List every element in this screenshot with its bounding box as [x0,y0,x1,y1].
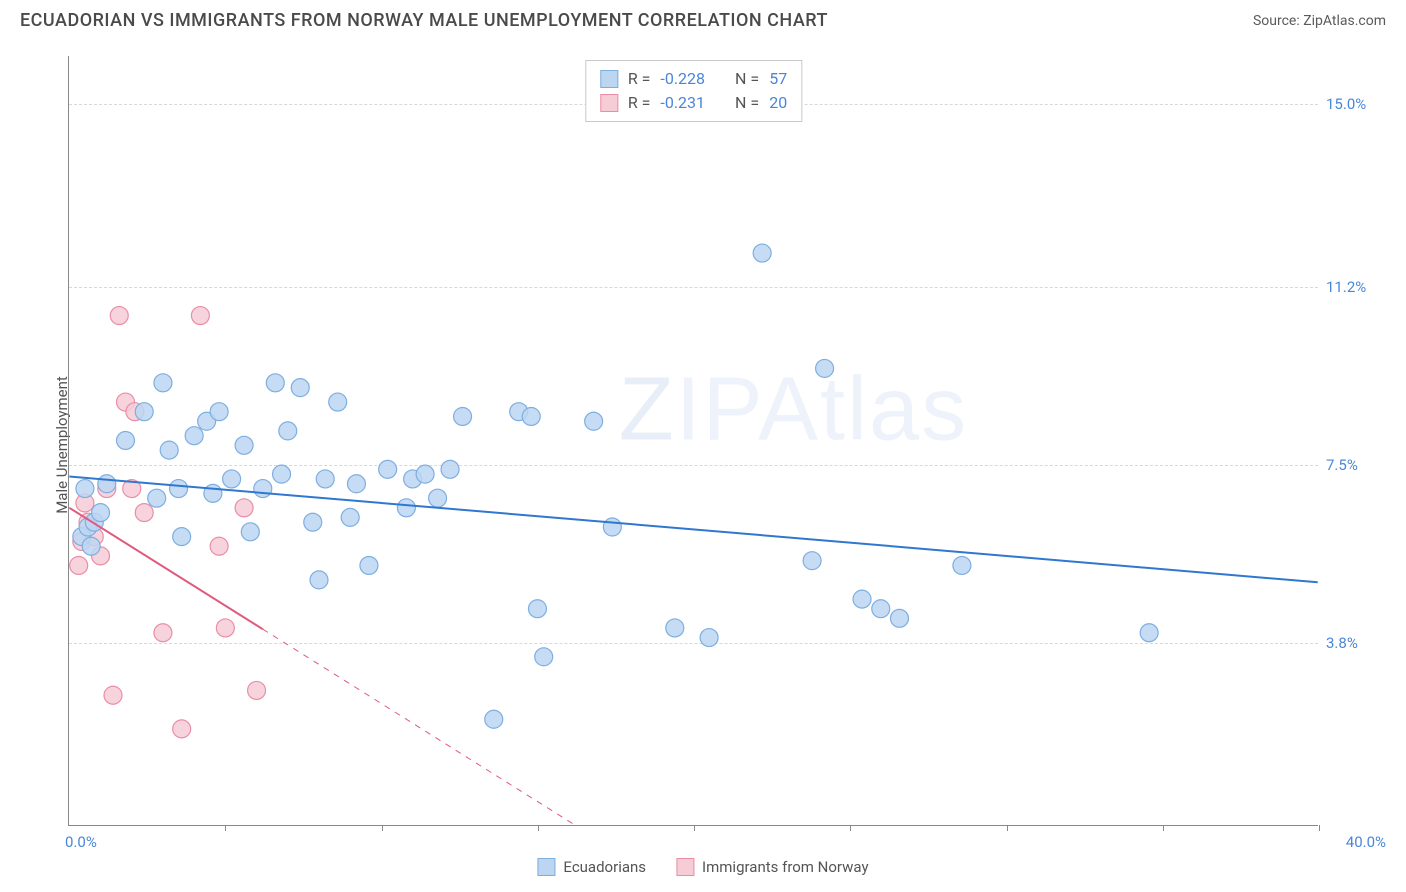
n-value-ecuadorians: 57 [769,67,787,91]
r-value-ecuadorians: -0.228 [660,67,705,91]
x-tick [382,825,383,831]
correlation-stats-box: R = -0.228 N = 57 R = -0.231 N = 20 [585,60,802,122]
legend-swatch-norway [676,858,694,876]
legend-item-norway: Immigrants from Norway [676,858,869,876]
plot-area: ZIPAtlas R = -0.228 N = 57 R = -0.231 N … [68,56,1318,826]
x-tick [1319,825,1320,831]
r-label: R = [628,91,651,115]
y-tick-label: 7.5% [1326,456,1386,474]
bottom-legend: Ecuadorians Immigrants from Norway [537,858,868,876]
chart-title: ECUADORIAN VS IMMIGRANTS FROM NORWAY MAL… [20,10,828,31]
r-label: R = [628,67,651,91]
chart-container: Male Unemployment ZIPAtlas R = -0.228 N … [50,48,1386,842]
legend-label-ecuadorians: Ecuadorians [563,858,646,876]
swatch-norway [600,94,618,112]
stats-row-norway: R = -0.231 N = 20 [600,91,787,115]
n-value-norway: 20 [769,91,787,115]
legend-item-ecuadorians: Ecuadorians [537,858,646,876]
n-label: N = [735,67,759,91]
legend-swatch-ecuadorians [537,858,555,876]
x-tick [538,825,539,831]
swatch-ecuadorians [600,70,618,88]
x-tick [225,825,226,831]
chart-source: Source: ZipAtlas.com [1253,13,1386,29]
x-tick [1007,825,1008,831]
n-label: N = [735,91,759,115]
x-axis-min-label: 0.0% [65,833,97,851]
scatter-plot-svg [69,56,1318,825]
legend-label-norway: Immigrants from Norway [702,858,869,876]
y-tick-label: 11.2% [1326,278,1386,296]
r-value-norway: -0.231 [660,91,705,115]
chart-header: ECUADORIAN VS IMMIGRANTS FROM NORWAY MAL… [0,0,1406,37]
y-tick-label: 15.0% [1326,95,1386,113]
x-tick [694,825,695,831]
x-tick [850,825,851,831]
y-tick-label: 3.8% [1326,634,1386,652]
stats-row-ecuadorians: R = -0.228 N = 57 [600,67,787,91]
x-tick [1163,825,1164,831]
x-axis-max-label: 40.0% [1346,833,1386,851]
